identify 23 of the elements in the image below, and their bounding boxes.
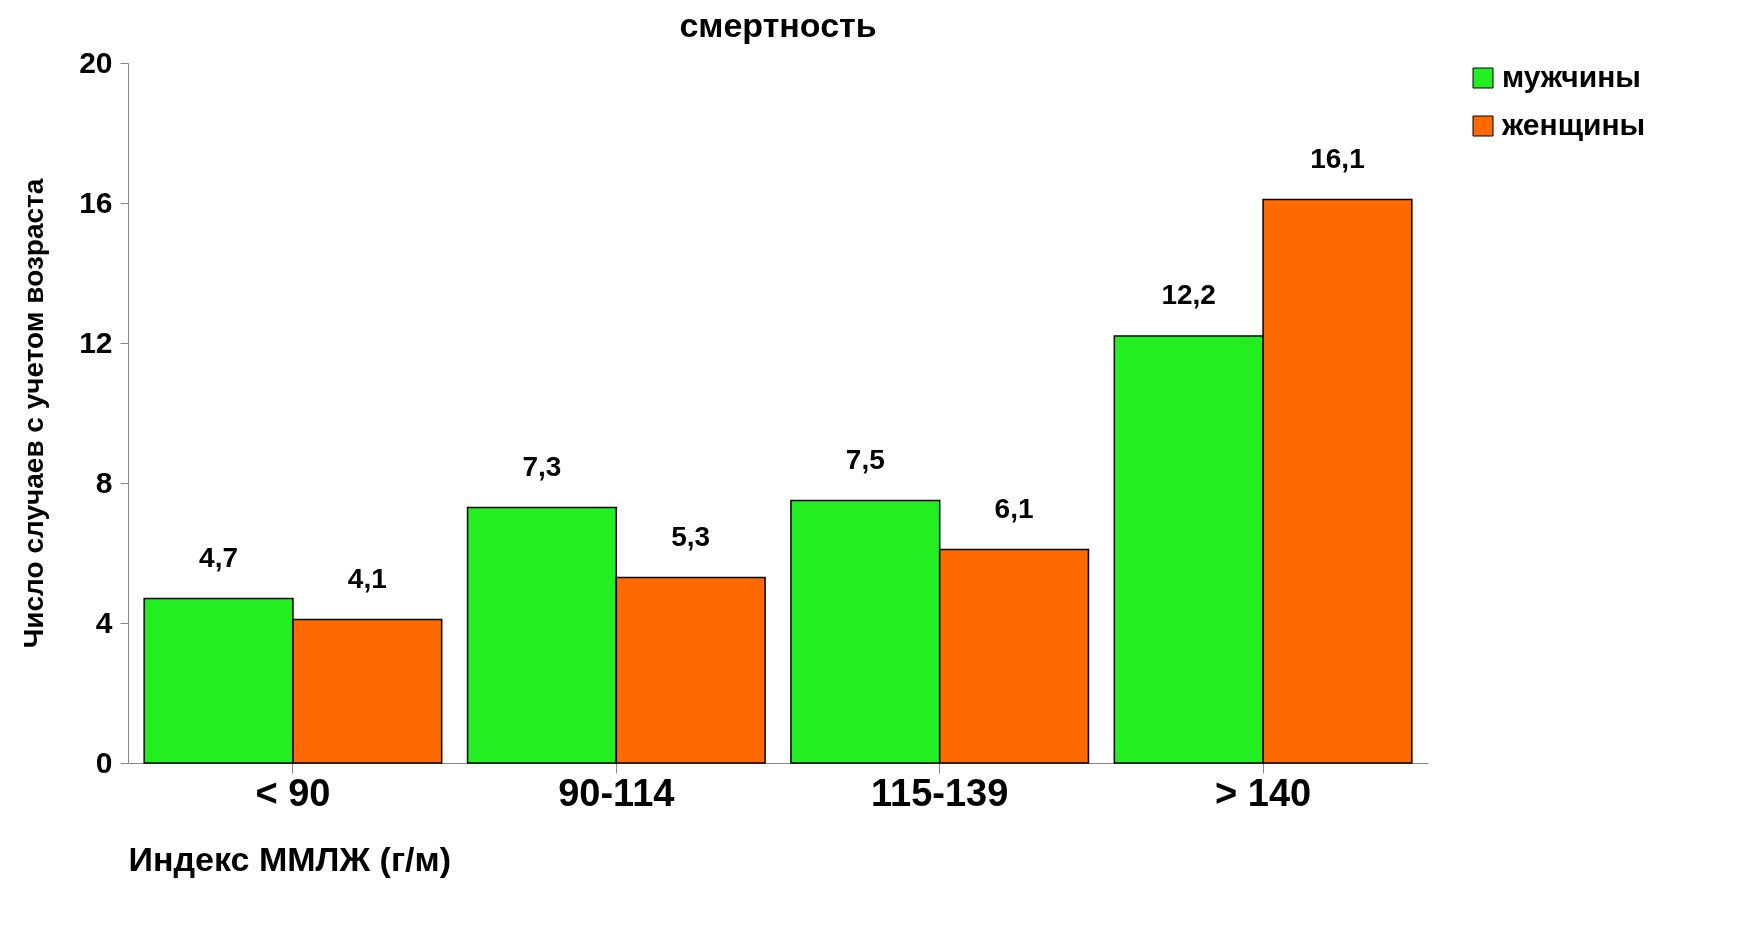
x-axis-title: Индекс ММЛЖ (г/м) [128,839,451,878]
y-tick-label: 4 [95,605,113,639]
chart-title: смертность [679,6,877,44]
y-tick-label: 12 [79,325,113,359]
data-label: 7,5 [845,443,885,475]
data-label: 7,3 [522,450,562,482]
y-tick-label: 16 [79,185,113,219]
legend-label: мужчины [1502,60,1641,93]
x-tick-label: > 140 [1215,771,1312,814]
y-tick-label: 8 [95,465,113,499]
x-tick-label: 90-114 [558,771,675,814]
legend-label: женщины [1501,108,1646,141]
data-label: 16,1 [1310,142,1365,174]
y-tick-label: 0 [95,745,113,779]
data-label: 4,1 [347,562,387,594]
x-tick-label: < 90 [255,771,331,814]
data-label: 4,7 [199,541,239,573]
data-label: 6,1 [994,492,1034,524]
y-axis-title: Число случаев с учетом возраста [18,178,50,649]
data-label: 12,2 [1161,279,1216,310]
x-tick-label: 115-139 [871,771,1009,814]
y-tick-label: 20 [79,45,113,79]
data-label: 5,3 [671,520,711,552]
